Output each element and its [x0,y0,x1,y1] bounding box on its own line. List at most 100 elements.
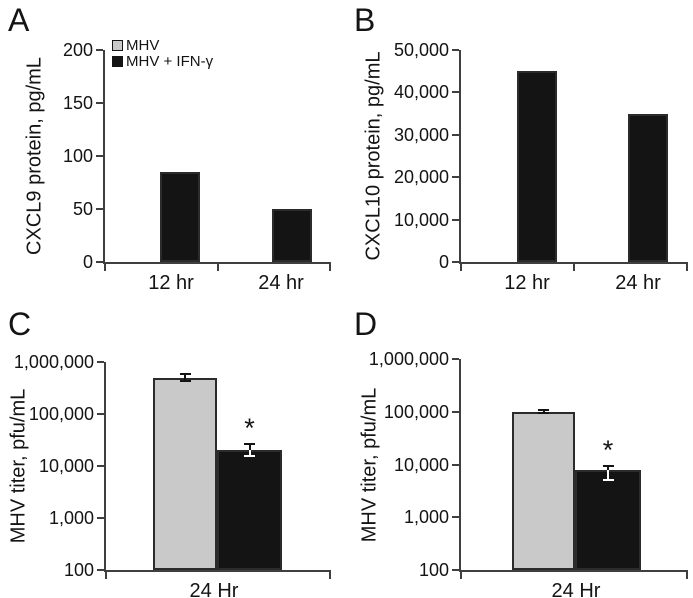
y-tick [97,517,104,519]
x-category-label: 24 hr [258,272,304,294]
error-bar-cap-top [538,408,549,411]
error-bar-line-inner [607,469,609,481]
y-tick [452,49,459,51]
y-tick-label: 10,000 [393,454,449,475]
error-bar-cap-bottom [538,412,549,415]
error-bar-cap-top [602,464,614,467]
bar-mhv-ifn [272,209,312,262]
y-tick [452,516,459,519]
y-axis-title: CXCL10 protein, pg/mL [362,51,385,261]
y-tick-label: 10,000 [38,456,94,476]
x-tick [216,262,219,271]
x-axis [104,570,330,572]
y-tick-label: 30,000 [393,124,449,145]
y-axis-title: MHV titer, pfu/mL [358,387,381,542]
panel-letter-b: B [354,2,376,38]
y-tick-label: 100,000 [383,401,449,422]
legend-item-mhv-ifn: MHV + IFN-γ [112,53,213,69]
x-category-label: 12 hr [148,272,194,294]
y-tick-label: 10,000 [393,209,449,230]
y-tick-label: 100 [418,560,449,580]
y-axis [104,362,106,572]
error-bar-cap-bottom [244,455,255,458]
y-tick-label: 20,000 [393,167,449,188]
y-axis [459,359,461,572]
y-tick-label: 50,000 [393,40,449,60]
error-bar-cap-top [244,442,255,445]
panel-letter-a: A [8,2,30,38]
x-category-label: 24 Hr [551,580,601,598]
y-tick-label: 40,000 [393,82,449,103]
legend: MHV MHV + IFN-γ [112,37,213,69]
significance-asterisk: * [244,412,255,443]
x-category-label: 24 Hr [189,580,239,598]
y-tick [96,155,103,157]
x-tick [460,570,462,579]
y-tick [452,569,459,571]
panel-d: D 100 1,000 10,000 100,000 1,000,000 MHV titer… [346,300,693,598]
error-bar-line-inner [184,377,186,382]
y-tick-label: 100,000 [28,404,94,424]
error-bar-line [248,443,251,451]
x-category-label: 12 hr [504,272,550,294]
y-tick [97,465,104,467]
y-tick-label: 0 [438,252,449,272]
bar-mhv [512,411,575,570]
x-tick [460,262,462,271]
legend-swatch-mhv-ifn [112,55,123,67]
y-tick [452,176,459,179]
y-tick-label: 0 [82,252,93,272]
y-tick [452,133,459,136]
y-tick [452,463,459,466]
panel-letter-c: C [8,306,32,342]
y-tick-label: 200 [62,40,93,60]
y-tick [97,361,104,363]
panel-c: C 100 1,000 10,000 100,000 1,000,000 MHV titer… [0,300,346,598]
bar-mhv-ifn [628,113,668,262]
legend-item-mhv: MHV [112,37,213,53]
y-tick-label: 100 [63,560,94,580]
y-tick [452,410,459,413]
error-bar-cap-bottom [179,380,191,383]
y-tick [452,218,459,221]
y-tick-label: 150 [62,93,93,113]
y-tick [452,91,459,94]
y-tick [96,261,103,263]
y-axis-title: CXCL9 protein, pg/mL [23,57,46,255]
error-bar-line [184,373,186,378]
y-tick-label: 1,000 [403,507,449,528]
y-tick-label: 100 [62,146,93,166]
significance-asterisk: * [602,434,614,465]
x-tick [686,262,688,271]
y-tick [97,413,104,415]
x-tick [105,570,107,579]
bar-mhv-ifn [517,71,557,262]
y-tick [452,358,459,360]
x-tick [686,570,688,579]
legend-label-mhv-ifn: MHV + IFN-γ [126,52,214,70]
y-tick-label: 1,000 [48,508,94,528]
bar-mhv-ifn [160,171,200,262]
error-bar-cap-bottom [602,479,614,482]
legend-swatch-mhv [112,39,123,51]
x-tick [329,262,331,271]
x-tick [104,262,106,271]
y-tick-label: 1,000,000 [13,352,94,372]
panel-letter-d: D [354,306,378,342]
panel-a: A 0 50 100 150 200 CXCL9 protein, pg/mL 12 hr 24… [0,0,346,300]
bar-mhv-ifn [575,469,641,570]
x-tick [329,570,331,579]
y-tick-label: 50 [72,199,93,219]
legend-label-mhv: MHV [126,36,160,54]
y-tick-label: 1,000,000 [368,349,449,369]
x-tick [573,262,575,271]
error-bar-line-inner [248,450,251,457]
y-axis [459,50,461,264]
bar-mhv [153,377,217,570]
panel-b: B 0 10,000 20,000 30,000 40,000 50,000 CXCL10 p… [346,0,693,300]
y-tick [452,261,459,263]
error-bar-cap-top [179,372,191,375]
y-axis-title: MHV titer, pfu/mL [7,388,30,544]
x-category-label: 24 hr [615,272,661,294]
